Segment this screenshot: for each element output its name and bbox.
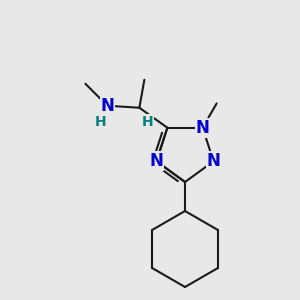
Text: N: N: [100, 97, 114, 115]
Text: H: H: [94, 115, 106, 129]
Text: N: N: [207, 152, 220, 170]
Text: N: N: [196, 119, 210, 137]
Text: N: N: [149, 152, 164, 170]
Text: H: H: [142, 115, 153, 129]
